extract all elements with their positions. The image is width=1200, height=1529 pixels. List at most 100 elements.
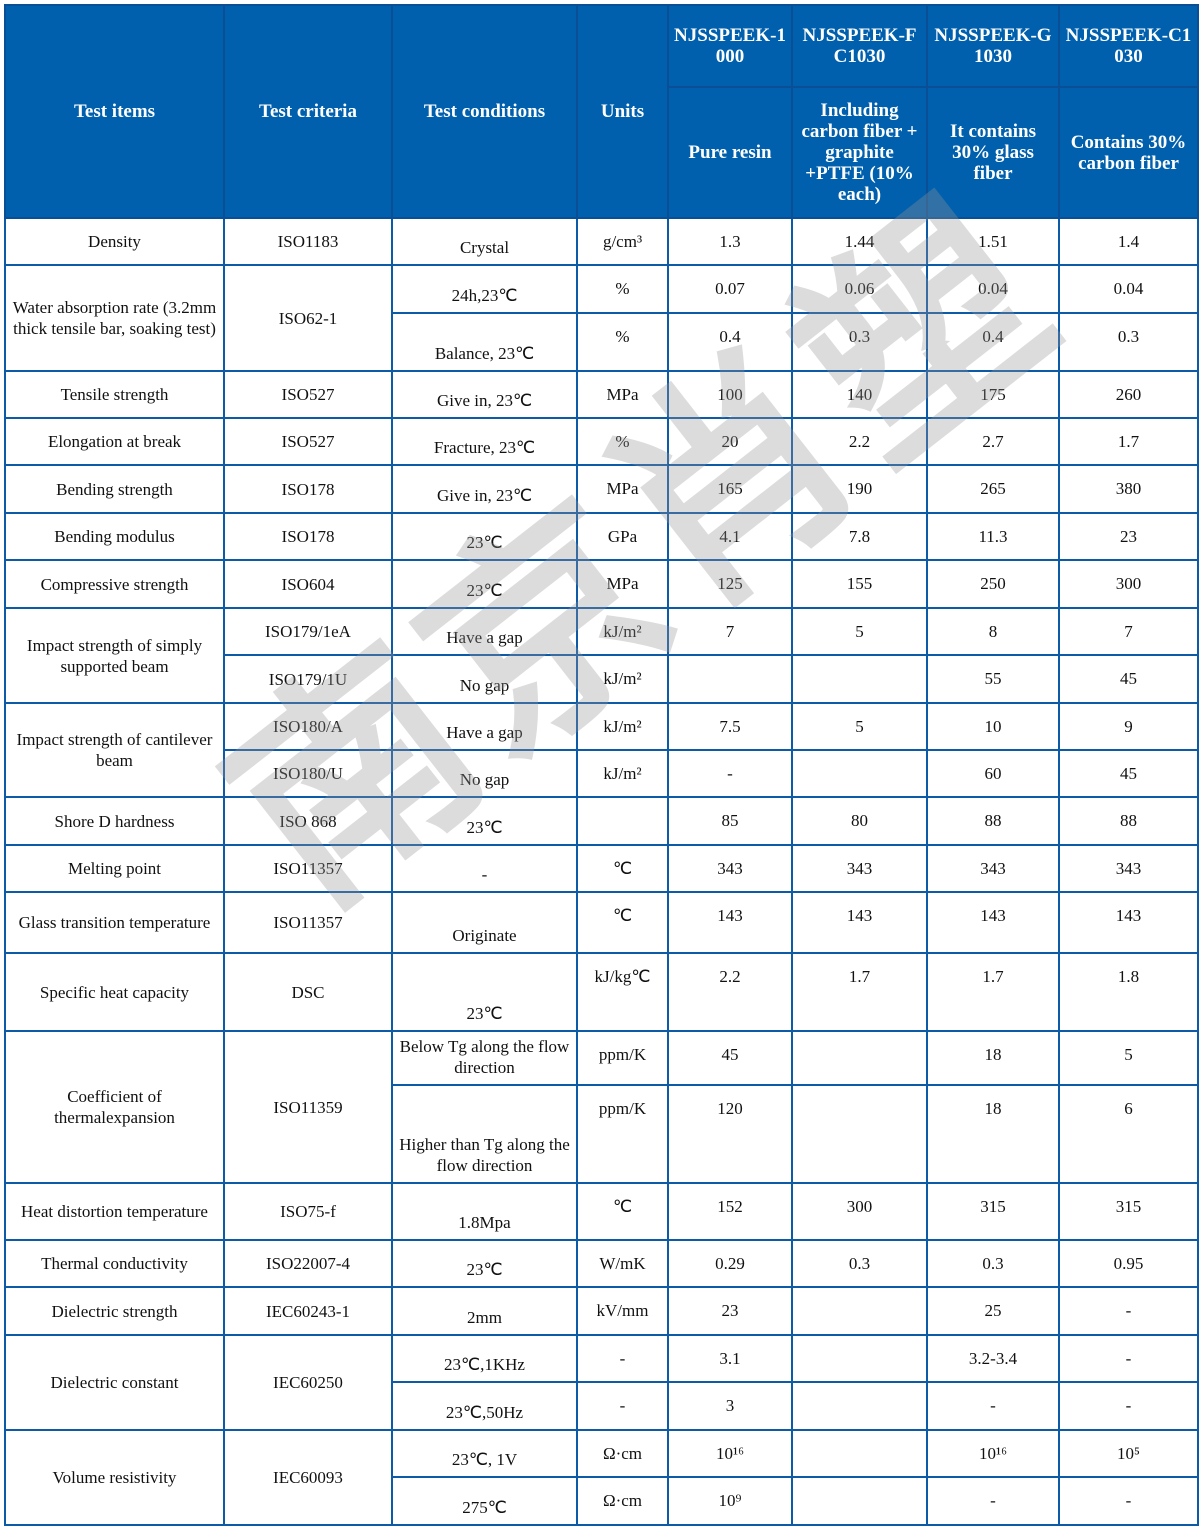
value-fc1030-cell: 0.3 — [791, 1239, 928, 1288]
unit-cell: kV/mm — [576, 1286, 669, 1336]
unit-cell: MPa — [576, 370, 669, 419]
test-criteria-cell: ISO 868 — [223, 796, 393, 846]
value-fc1030-cell — [791, 1334, 928, 1383]
test-item-cell: Bending strength — [4, 464, 225, 514]
value-fc1030-cell: 80 — [791, 796, 928, 846]
table-row: Melting point ISO11357- ℃ 343 343 343 343 — [4, 844, 1199, 893]
value-g1030-cell: 1.7 — [926, 952, 1060, 1032]
test-item-cell: Elongation at break — [4, 417, 225, 466]
value-c1030-cell: 7 — [1058, 607, 1199, 656]
unit-cell: g/cm³ — [576, 217, 669, 266]
table-row: 275℃ Ω·cm 10⁹ - - — [5, 1476, 1199, 1526]
value-g1030-cell: 265 — [926, 464, 1060, 514]
test-condition-cell: No gap — [391, 654, 578, 704]
value-1000-cell: 7.5 — [667, 702, 793, 751]
test-item-cell: Impact strength of simply supported beam — [4, 607, 225, 704]
header-test-criteria: Test criteria — [223, 4, 393, 219]
unit-cell: ℃ — [576, 844, 669, 893]
value-1000-cell: 1.3 — [667, 217, 793, 266]
test-condition-cell: Originate — [391, 891, 578, 954]
value-c1030-cell: 5 — [1058, 1030, 1199, 1086]
value-1000-cell: 0.07 — [667, 264, 793, 314]
value-fc1030-cell — [791, 1030, 928, 1086]
value-1000-cell: 125 — [667, 559, 793, 609]
test-condition-cell: Fracture, 23℃ — [391, 417, 578, 466]
value-fc1030-cell: 2.2 — [791, 417, 928, 466]
table-row: Density ISO1183 Crystal g/cm³ 1.3 1.44 1.51 1.4 — [4, 217, 1199, 266]
test-item-cell: Heat distortion temperature — [4, 1182, 225, 1241]
test-condition-cell: 275℃ — [391, 1476, 578, 1526]
value-fc1030-cell: 1.44 — [791, 217, 928, 266]
test-criteria-cell: ISO180/A — [223, 702, 393, 751]
test-item-cell: Specific heat capacity — [4, 952, 225, 1032]
unit-cell: kJ/m² — [576, 607, 669, 656]
test-item-cell: Dielectric constant — [4, 1334, 225, 1431]
header-grade-desc: Contains 30% carbon fiber — [1058, 86, 1199, 219]
test-criteria-cell: ISO11359 — [223, 1030, 393, 1184]
value-c1030-cell: 1.8 — [1058, 952, 1199, 1032]
value-1000-cell: 23 — [667, 1286, 793, 1336]
header-grade-desc: It contains 30% glass fiber — [926, 86, 1060, 219]
test-condition-cell: Give in, 23℃ — [391, 464, 578, 514]
value-fc1030-cell: 0.06 — [791, 264, 928, 314]
value-1000-cell: 0.29 — [667, 1239, 793, 1288]
value-g1030-cell: - — [926, 1476, 1060, 1526]
value-g1030-cell: 343 — [926, 844, 1060, 893]
value-fc1030-cell: 143 — [791, 891, 928, 954]
value-g1030-cell: 0.4 — [926, 312, 1060, 372]
value-1000-cell: 85 — [667, 796, 793, 846]
test-item-cell: Coefficient of thermalexpansion — [4, 1030, 225, 1184]
table-row: Elongation at break ISO527 Fracture, 23℃% 2… — [4, 417, 1199, 466]
unit-cell: - — [576, 1334, 669, 1383]
table-row: Compressive strength ISO604 23℃ MPa 125 155 25… — [4, 559, 1199, 609]
value-c1030-cell: - — [1058, 1286, 1199, 1336]
value-g1030-cell: 18 — [926, 1030, 1060, 1086]
value-1000-cell: 10¹⁶ — [667, 1429, 793, 1478]
value-g1030-cell: 18 — [926, 1084, 1060, 1184]
test-condition-cell: 23℃ — [391, 512, 578, 561]
header-units: Units — [576, 4, 669, 219]
test-criteria-cell: ISO179/1eA — [223, 607, 393, 656]
value-1000-cell: 120 — [667, 1084, 793, 1184]
test-criteria-cell: ISO527 — [223, 417, 393, 466]
test-condition-cell: Have a gap — [391, 607, 578, 656]
test-item-cell: Water absorption rate (3.2mm thick tensi… — [4, 264, 225, 372]
table-row: Dielectric constant IEC60250 23℃,1KHz -3.1 3… — [4, 1334, 1199, 1431]
unit-cell: kJ/kg℃ — [576, 952, 669, 1032]
unit-cell: Ω·cm — [576, 1476, 669, 1526]
test-criteria-cell: ISO11357 — [223, 844, 393, 893]
value-fc1030-cell: 0.3 — [791, 312, 928, 372]
test-criteria-cell: ISO62-1 — [223, 264, 393, 372]
test-item-cell: Dielectric strength — [4, 1286, 225, 1336]
value-c1030-cell: 300 — [1058, 559, 1199, 609]
value-c1030-cell: 45 — [1058, 749, 1199, 798]
test-condition-cell: 2mm — [391, 1286, 578, 1336]
table-row: Dielectric strength IEC60243-1 2mm kV/mm 23 2… — [4, 1286, 1199, 1336]
value-g1030-cell: 10 — [926, 702, 1060, 751]
unit-cell: W/mK — [576, 1239, 669, 1288]
header-grade-desc: Pure resin — [667, 86, 793, 219]
value-1000-cell: 45 — [667, 1030, 793, 1086]
value-c1030-cell: 260 — [1058, 370, 1199, 419]
value-1000-cell: - — [667, 749, 793, 798]
value-g1030-cell: 315 — [926, 1182, 1060, 1241]
table-body: Density ISO1183 Crystal g/cm³ 1.3 1.44 1.51 1.4… — [4, 217, 1199, 1526]
value-c1030-cell: 45 — [1058, 654, 1199, 704]
test-condition-cell: 23℃ — [391, 952, 578, 1032]
unit-cell: ℃ — [576, 1182, 669, 1241]
unit-cell: kJ/m² — [576, 749, 669, 798]
value-c1030-cell: 1.4 — [1058, 217, 1199, 266]
test-condition-cell: 23℃ — [391, 1239, 578, 1288]
value-1000-cell: 3 — [667, 1381, 793, 1431]
value-1000-cell — [667, 654, 793, 704]
value-g1030-cell: 143 — [926, 891, 1060, 954]
value-c1030-cell: 143 — [1058, 891, 1199, 954]
value-g1030-cell: 2.7 — [926, 417, 1060, 466]
value-c1030-cell: 343 — [1058, 844, 1199, 893]
value-fc1030-cell: 140 — [791, 370, 928, 419]
table-row: Shore D hardness ISO 868 23℃ 85 80 88 88 — [4, 796, 1199, 846]
table-row: ISO179/1U No gap kJ/m² 55 45 — [5, 654, 1199, 704]
value-fc1030-cell: 5 — [791, 607, 928, 656]
header-grade-name: NJSSPEEK-1000 — [667, 4, 793, 88]
test-criteria-cell: ISO11357 — [223, 891, 393, 954]
